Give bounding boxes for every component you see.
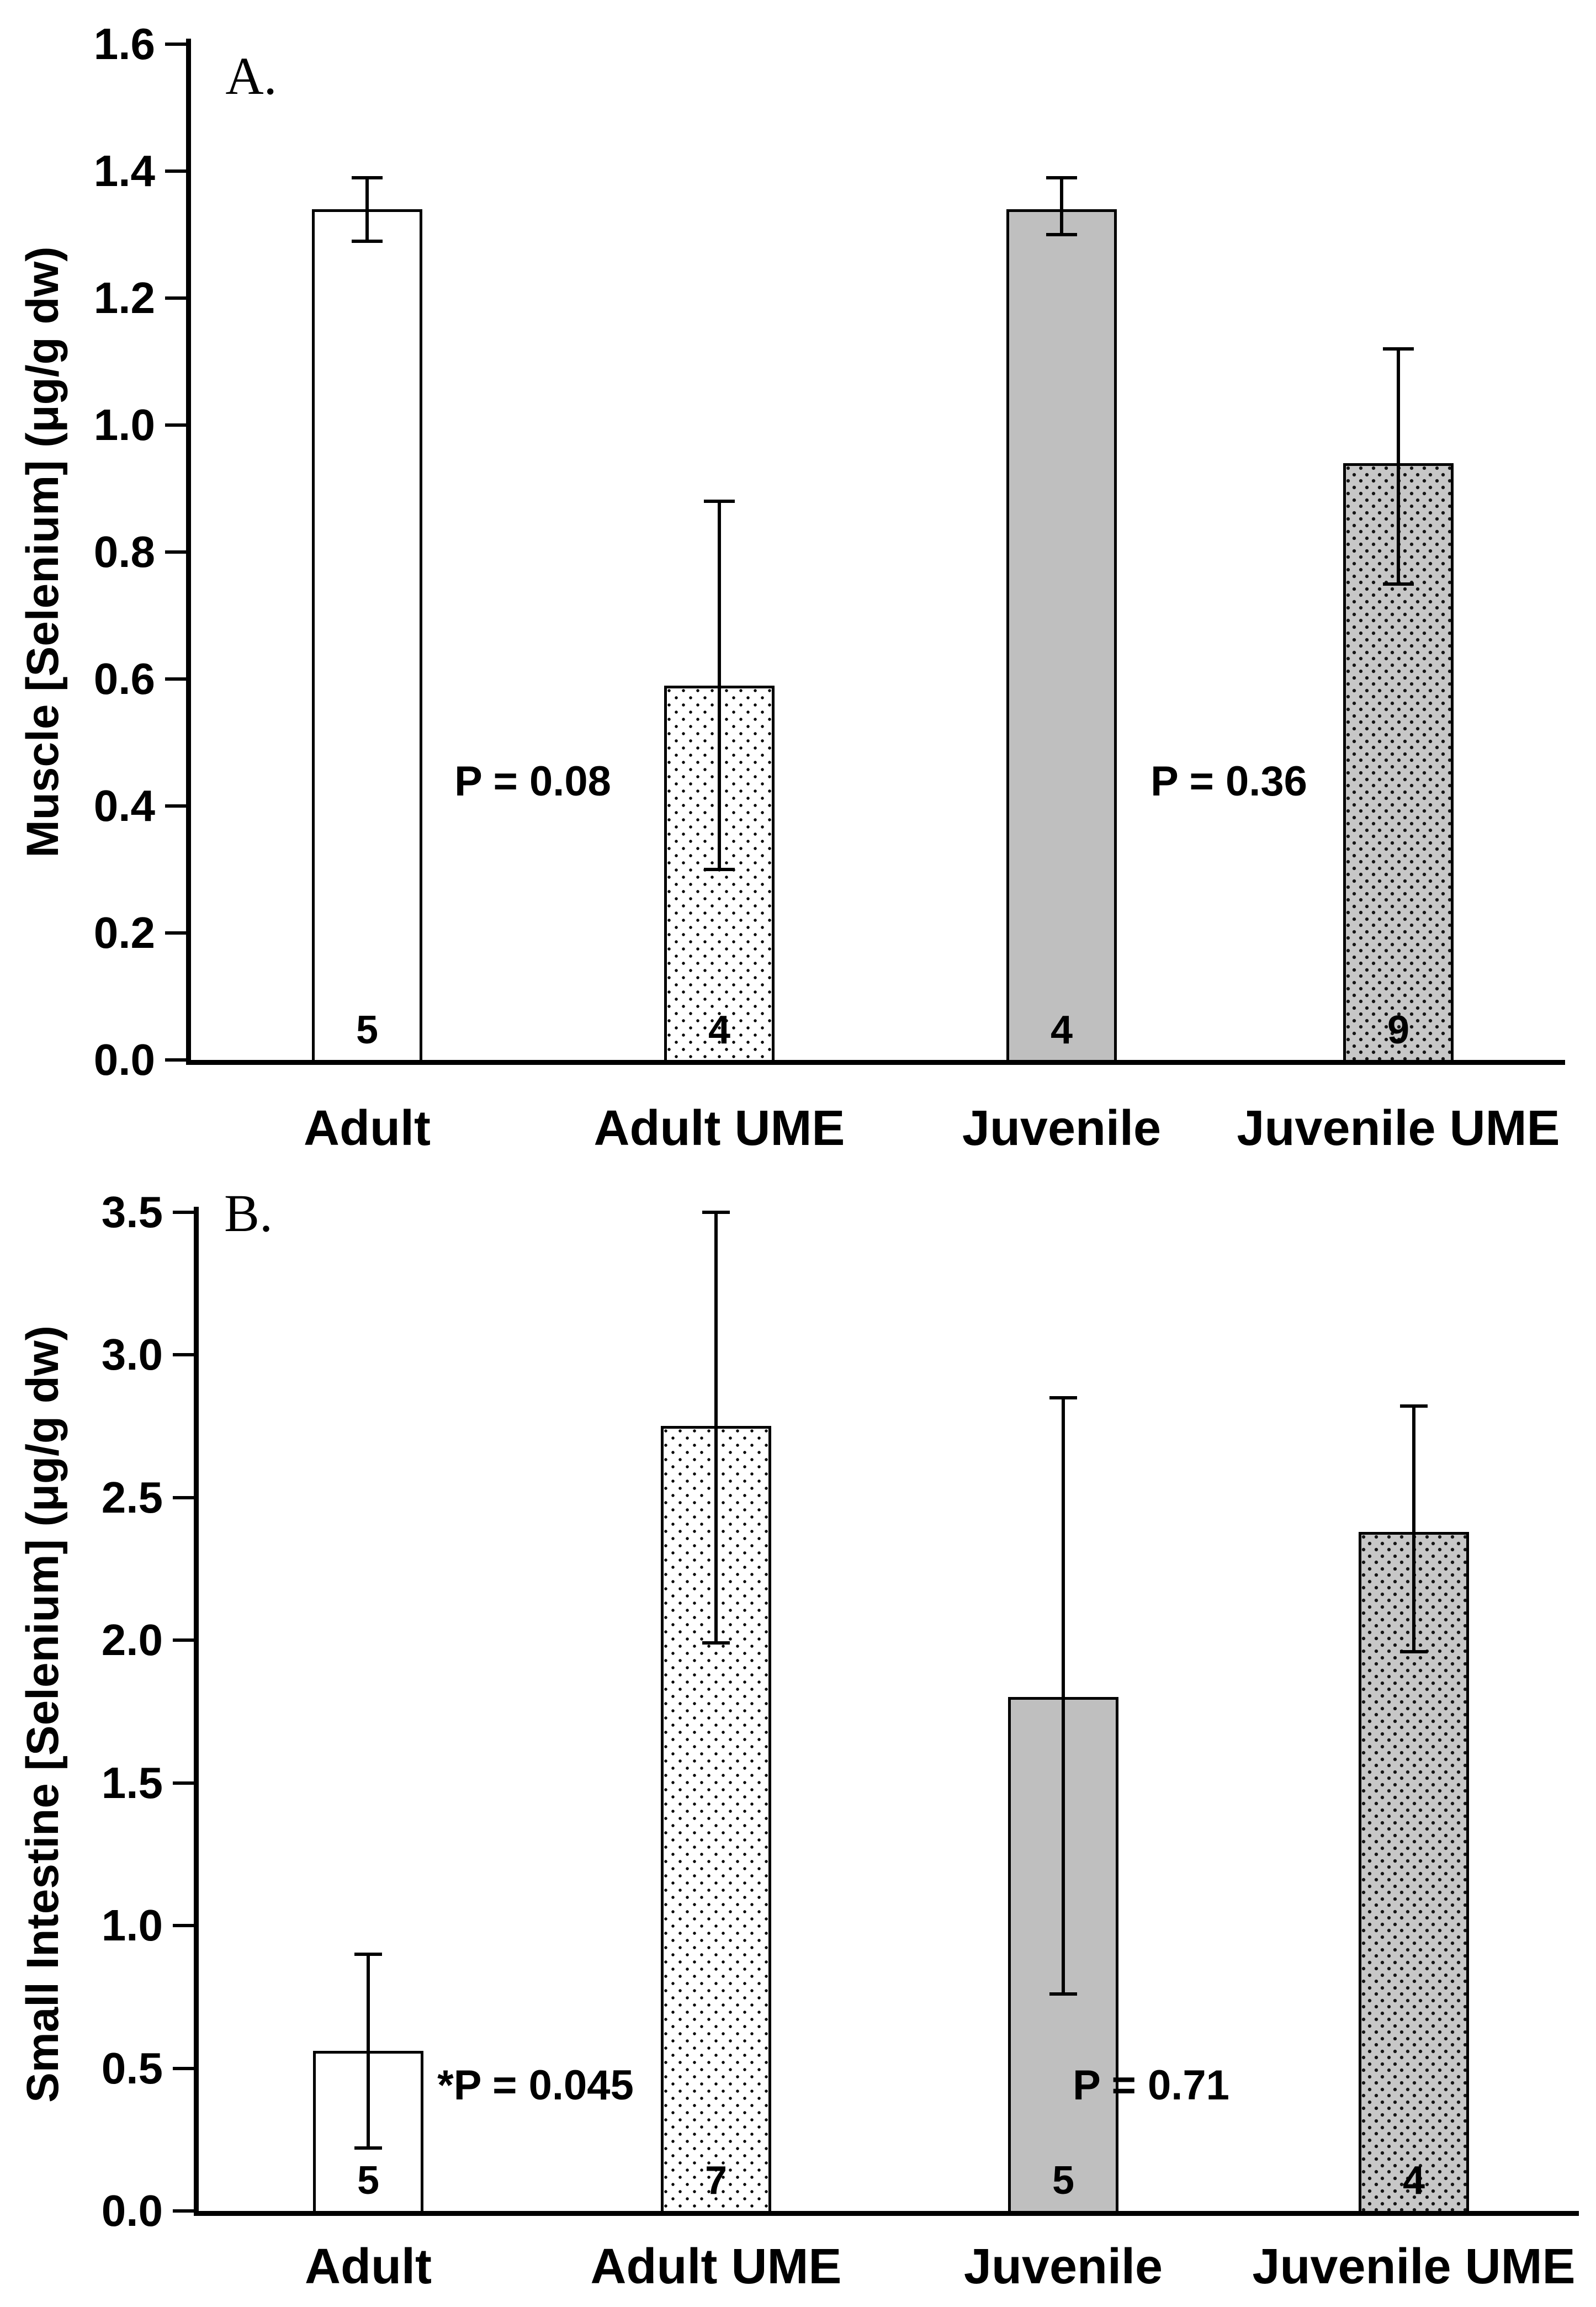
- panel-a-y-tick-label: 1.2: [93, 273, 155, 322]
- panel-b-p-value-annotation: P = 0.71: [1073, 2062, 1229, 2109]
- panel-b-y-tick-label: 0.0: [101, 2186, 163, 2235]
- panel-a-sample-size-label: 9: [1387, 1008, 1410, 1052]
- panel-b-y-tick-label: 3.0: [101, 1330, 163, 1379]
- panel-b-error-cap-bottom: [702, 1641, 730, 1645]
- panel-b-y-tick: [173, 1781, 194, 1785]
- panel-a-sample-size-label: 5: [356, 1008, 379, 1052]
- panel-a-y-tick: [165, 296, 186, 300]
- panel-a-error-whisker: [365, 177, 369, 241]
- panel-a-y-tick-label: 0.8: [93, 527, 155, 576]
- panel-a-y-tick-label: 0.4: [93, 781, 155, 830]
- panel-b-error-cap-bottom: [1400, 1650, 1428, 1653]
- panel-a-x-axis: [186, 1060, 1565, 1065]
- panel-b-y-tick: [173, 1353, 194, 1356]
- panel-a-y-tick-label: 0.2: [93, 908, 155, 957]
- panel-b-error-whisker: [714, 1212, 718, 1643]
- panel-a-p-value-annotation: P = 0.08: [454, 758, 611, 805]
- panel-a-y-tick: [165, 43, 186, 46]
- panel-a-category-label: Adult UME: [593, 1101, 845, 1156]
- panel-a-category-label: Juvenile: [962, 1101, 1162, 1156]
- panel-b-error-cap-top: [1400, 1404, 1428, 1408]
- panel-a-y-tick: [165, 169, 186, 173]
- panel-a-letter: A.: [225, 46, 277, 105]
- panel-a-sample-size-label: 4: [708, 1008, 731, 1052]
- panel-b-y-tick-label: 2.0: [101, 1615, 163, 1664]
- panel-a-error-whisker: [1397, 349, 1400, 584]
- panel-a-y-tick-label: 1.6: [93, 19, 155, 68]
- panel-a-y-tick: [165, 931, 186, 935]
- panel-b-y-tick-label: 1.5: [101, 1758, 163, 1807]
- panel-b-y-tick-label: 3.5: [101, 1187, 163, 1237]
- panel-a-bar-adult: [312, 209, 422, 1063]
- panel-a-y-tick: [165, 423, 186, 427]
- panel-a-error-whisker: [1060, 177, 1063, 235]
- panel-b-sample-size-label: 4: [1402, 2158, 1425, 2203]
- panel-b-error-cap-bottom: [354, 2146, 382, 2150]
- panel-b-p-value-annotation: *P = 0.045: [437, 2062, 634, 2109]
- panel-b-sample-size-label: 5: [1052, 2158, 1075, 2203]
- panel-a-error-whisker: [718, 501, 721, 869]
- panel-b-y-tick: [173, 2066, 194, 2070]
- panel-a-bar-juvenile: [1006, 209, 1117, 1063]
- panel-b-category-label: Adult UME: [590, 2239, 842, 2294]
- panel-b-error-cap-top: [354, 1952, 382, 1956]
- panel-b-error-whisker: [1062, 1397, 1065, 1995]
- panel-b-sample-size-label: 7: [704, 2158, 728, 2203]
- panel-b-y-tick-label: 2.5: [101, 1472, 163, 1522]
- panel-a-sample-size-label: 4: [1050, 1008, 1073, 1052]
- panel-a-y-tick: [165, 550, 186, 554]
- panel-a-error-cap-top: [352, 176, 383, 179]
- panel-a-p-value-annotation: P = 0.36: [1150, 758, 1307, 805]
- panel-a-y-tick-label: 1.4: [93, 146, 155, 195]
- panel-b-error-whisker: [367, 1954, 370, 2149]
- panel-a-error-cap-bottom: [704, 868, 735, 871]
- panel-a-category-label: Adult: [304, 1101, 431, 1156]
- panel-b-y-axis: [194, 1207, 199, 2216]
- panel-b-error-cap-bottom: [1049, 1992, 1077, 1996]
- panel-a-y-tick-label: 1.0: [93, 400, 155, 449]
- panel-b-error-cap-top: [1049, 1396, 1077, 1399]
- panel-b-y-tick: [173, 1210, 194, 1214]
- panel-a-y-tick: [165, 1058, 186, 1062]
- panel-b-y-tick: [173, 1495, 194, 1499]
- panel-a-y-tick-label: 0.0: [93, 1035, 155, 1084]
- panel-a-error-cap-top: [1383, 347, 1414, 351]
- panel-b-letter: B.: [224, 1184, 273, 1243]
- panel-b-error-whisker: [1412, 1406, 1415, 1652]
- panel-b-x-axis: [194, 2211, 1579, 2216]
- panel-a-error-cap-bottom: [1383, 582, 1414, 586]
- panel-a-y-tick: [165, 677, 186, 681]
- panel-a-error-cap-bottom: [1046, 233, 1077, 236]
- panel-b-category-label: Juvenile: [963, 2239, 1163, 2294]
- panel-a-y-axis: [186, 39, 191, 1065]
- panel-b-y-tick: [173, 2209, 194, 2213]
- panel-b-error-cap-top: [702, 1210, 730, 1214]
- panel-b-category-label: Juvenile UME: [1252, 2239, 1576, 2294]
- panel-a-error-cap-bottom: [352, 239, 383, 243]
- panel-b-y-tick: [173, 1638, 194, 1642]
- panel-b-category-label: Adult: [305, 2239, 432, 2294]
- panel-b-y-tick: [173, 1924, 194, 1927]
- panel-a-y-tick-label: 0.6: [93, 654, 155, 703]
- panel-b-sample-size-label: 5: [357, 2158, 380, 2203]
- panel-a-y-tick: [165, 804, 186, 808]
- panel-a-category-label: Juvenile UME: [1237, 1101, 1560, 1156]
- panel-b-y-tick-label: 0.5: [101, 2043, 163, 2093]
- panel-b-bar-adult-ume: [661, 1426, 771, 2214]
- panel-a-error-cap-top: [1046, 176, 1077, 179]
- panel-b-y-tick-label: 1.0: [101, 1901, 163, 1950]
- panel-a-error-cap-top: [704, 500, 735, 503]
